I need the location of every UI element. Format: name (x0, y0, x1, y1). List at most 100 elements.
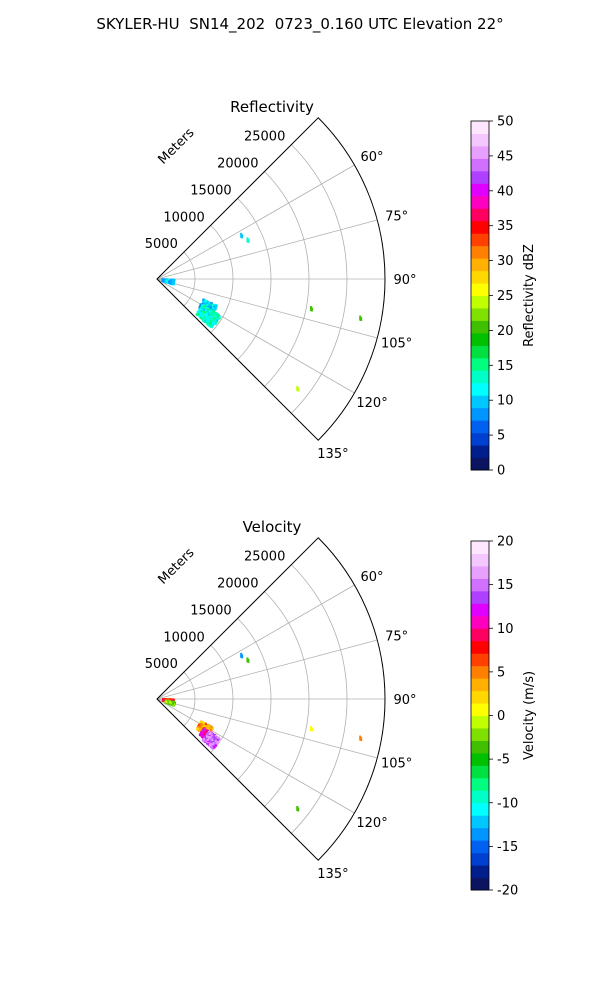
reflectivity-colorbar-segment (471, 382, 489, 396)
velocity-colorbar-tick-label: 0 (497, 709, 505, 724)
reflectivity-colorbar-segment (471, 307, 489, 321)
reflectivity-colorbar-segment (471, 345, 489, 359)
velocity-radial-tick-label: 25000 (244, 550, 285, 565)
velocity-colorbar-tick-label: -20 (497, 884, 518, 899)
velocity-colorbar-tick-label: -5 (497, 753, 510, 768)
velocity-sector-outline (156, 537, 386, 861)
reflectivity-angle-tick-label: 135° (317, 447, 348, 462)
velocity-title: Velocity (243, 518, 302, 536)
velocity-colorbar-segment (471, 727, 489, 741)
velocity-angle-tick-label: 105° (381, 757, 412, 772)
reflectivity-colorbar-tick-label: 0 (497, 464, 505, 479)
velocity-radial-tick-label: 5000 (145, 657, 178, 672)
velocity-colorbar-segment (471, 640, 489, 654)
velocity-colorbar-segment (471, 840, 489, 854)
reflectivity-colorbar-segment (471, 145, 489, 159)
reflectivity-colorbar-segment (471, 283, 489, 296)
reflectivity-angle-tick-label: 105° (381, 337, 412, 352)
reflectivity-colorbar-segment (471, 407, 489, 421)
reflectivity-colorbar-segment (471, 432, 489, 446)
reflectivity-angle-spoke (156, 278, 355, 394)
velocity-echo-small-echo-2 (246, 657, 250, 663)
velocity-colorbar-segment (471, 765, 489, 779)
velocity-colorbar-segment (471, 565, 489, 579)
reflectivity-radial-tick-label: 10000 (163, 210, 204, 225)
reflectivity-echo-small-echo-5 (296, 385, 300, 392)
reflectivity-colorbar-segment (471, 332, 489, 346)
reflectivity-colorbar-segment (471, 457, 489, 471)
reflectivity-colorbar-tick-label: 15 (497, 359, 514, 374)
velocity-angle-spoke (156, 698, 378, 759)
reflectivity-colorbar-segment (471, 270, 489, 284)
reflectivity-colorbar-segment (471, 195, 489, 209)
velocity-colorbar-segment (471, 777, 489, 791)
velocity-colorbar-segment (471, 541, 489, 554)
reflectivity-colorbar-tick-label: 50 (497, 115, 514, 130)
velocity-colorbar-label: Velocity (m/s) (522, 671, 537, 760)
reflectivity-colorbar-tick-label: 40 (497, 184, 514, 199)
reflectivity-colorbar-segment (471, 420, 489, 434)
reflectivity-colorbar-segment (471, 208, 489, 222)
reflectivity-radial-tick-label: 5000 (145, 237, 178, 252)
velocity-colorbar-segment (471, 603, 489, 617)
velocity-colorbar-segment (471, 615, 489, 629)
reflectivity-sector-outline (156, 117, 386, 441)
reflectivity-title: Reflectivity (230, 98, 314, 116)
velocity-angle-tick-label: 90° (393, 693, 416, 708)
velocity-colorbar-segment (471, 690, 489, 704)
velocity-echo-small-echo-3 (309, 726, 313, 732)
reflectivity-echo-small-echo-4 (359, 315, 363, 322)
reflectivity-echo-small-echo-3 (309, 306, 313, 312)
velocity-colorbar-segment (471, 802, 489, 816)
reflectivity-radial-axis-label: Meters (156, 125, 198, 167)
reflectivity-panel: Reflectivity Meters 5000 10000 15000 20000 2… (145, 98, 537, 479)
reflectivity-colorbar-segment (471, 320, 489, 334)
reflectivity-colorbar-segment (471, 445, 489, 459)
reflectivity-colorbar-segment (471, 370, 489, 384)
velocity-colorbar-segment (471, 590, 489, 604)
reflectivity-colorbar-segment (471, 357, 489, 371)
velocity-angle-tick-label: 75° (385, 629, 408, 644)
velocity-radial-tick-label: 10000 (163, 630, 204, 645)
reflectivity-colorbar-tick-label: 30 (497, 254, 514, 269)
reflectivity-colorbar-label: Reflectivity dBZ (522, 244, 537, 347)
reflectivity-colorbar-tick-label: 20 (497, 324, 514, 339)
velocity-colorbar-segment (471, 852, 489, 866)
reflectivity-echo-cluster-near-origin (161, 278, 176, 286)
reflectivity-colorbar-segment (471, 183, 489, 197)
reflectivity-radial-tick-label: 25000 (244, 130, 285, 145)
velocity-radial-tick-label: 20000 (217, 577, 258, 592)
velocity-colorbar-segment (471, 752, 489, 766)
reflectivity-colorbar-segment (471, 170, 489, 184)
figure-title: SKYLER-HU SN14_202 0723_0.160 UTC Elevat… (96, 15, 504, 33)
velocity-colorbar-segment (471, 665, 489, 679)
reflectivity-echo-main-cell-core (195, 304, 221, 329)
velocity-colorbar-segment (471, 790, 489, 804)
velocity-echo-small-echo-4 (359, 735, 363, 742)
velocity-angle-tick-label: 120° (356, 816, 387, 831)
velocity-colorbar-segment (471, 740, 489, 754)
velocity-colorbar-segment (471, 553, 489, 567)
velocity-radial-tick-label: 15000 (190, 603, 231, 618)
reflectivity-colorbar-segment (471, 245, 489, 259)
velocity-colorbar-tick-label: 5 (497, 665, 505, 680)
velocity-colorbar: -20 -15 -10 -5 0 5 10 15 20 (470, 535, 518, 899)
reflectivity-colorbar-tick-label: 35 (497, 219, 514, 234)
reflectivity-angle-tick-label: 120° (356, 396, 387, 411)
velocity-angle-tick-label: 60° (361, 570, 384, 585)
reflectivity-echo-small-echo-2 (246, 237, 250, 243)
reflectivity-angle-tick-label: 75° (385, 209, 408, 224)
reflectivity-echo-small-echo-1 (240, 232, 244, 239)
velocity-colorbar-segment (471, 678, 489, 692)
reflectivity-angle-spoke (156, 219, 378, 280)
reflectivity-radial-tick-label: 15000 (190, 183, 231, 198)
reflectivity-colorbar-tick-label: 10 (497, 394, 514, 409)
velocity-colorbar-segment (471, 815, 489, 829)
velocity-echo-main-cell-east (201, 730, 222, 750)
reflectivity-colorbar-segment (471, 233, 489, 247)
reflectivity-colorbar-segment (471, 121, 489, 134)
velocity-angle-spoke (156, 584, 355, 700)
reflectivity-colorbar-segment (471, 258, 489, 272)
reflectivity-colorbar-segment (471, 158, 489, 172)
